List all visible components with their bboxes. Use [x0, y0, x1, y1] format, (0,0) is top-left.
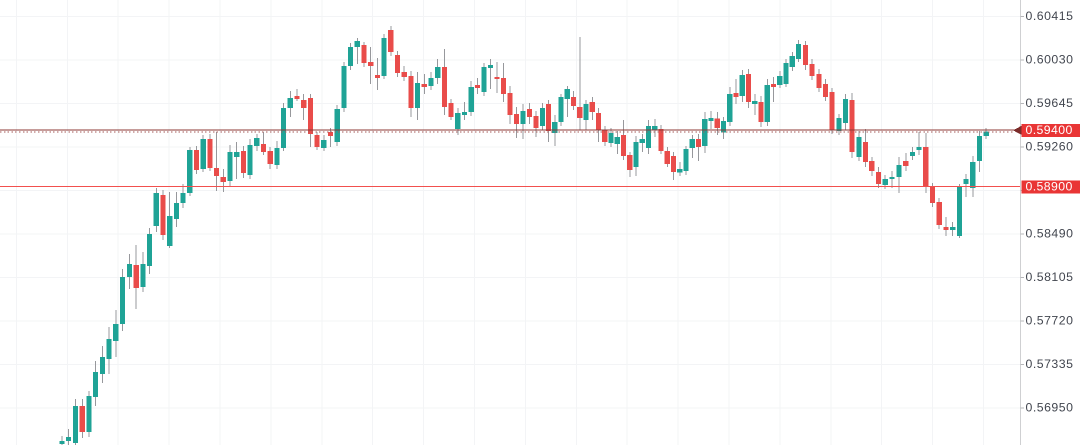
svg-text:0.60415: 0.60415 — [1026, 9, 1074, 23]
svg-text:0.58105: 0.58105 — [1026, 270, 1074, 284]
svg-text:0.57335: 0.57335 — [1026, 357, 1074, 371]
svg-text:0.59260: 0.59260 — [1026, 140, 1074, 154]
svg-text:0.56950: 0.56950 — [1026, 401, 1074, 415]
svg-text:0.59400: 0.59400 — [1026, 123, 1073, 137]
svg-text:0.60030: 0.60030 — [1026, 53, 1074, 67]
svg-text:0.58900: 0.58900 — [1026, 180, 1073, 194]
svg-text:0.58490: 0.58490 — [1026, 227, 1074, 241]
svg-text:0.59645: 0.59645 — [1026, 96, 1074, 110]
svg-text:0.57720: 0.57720 — [1026, 314, 1074, 328]
